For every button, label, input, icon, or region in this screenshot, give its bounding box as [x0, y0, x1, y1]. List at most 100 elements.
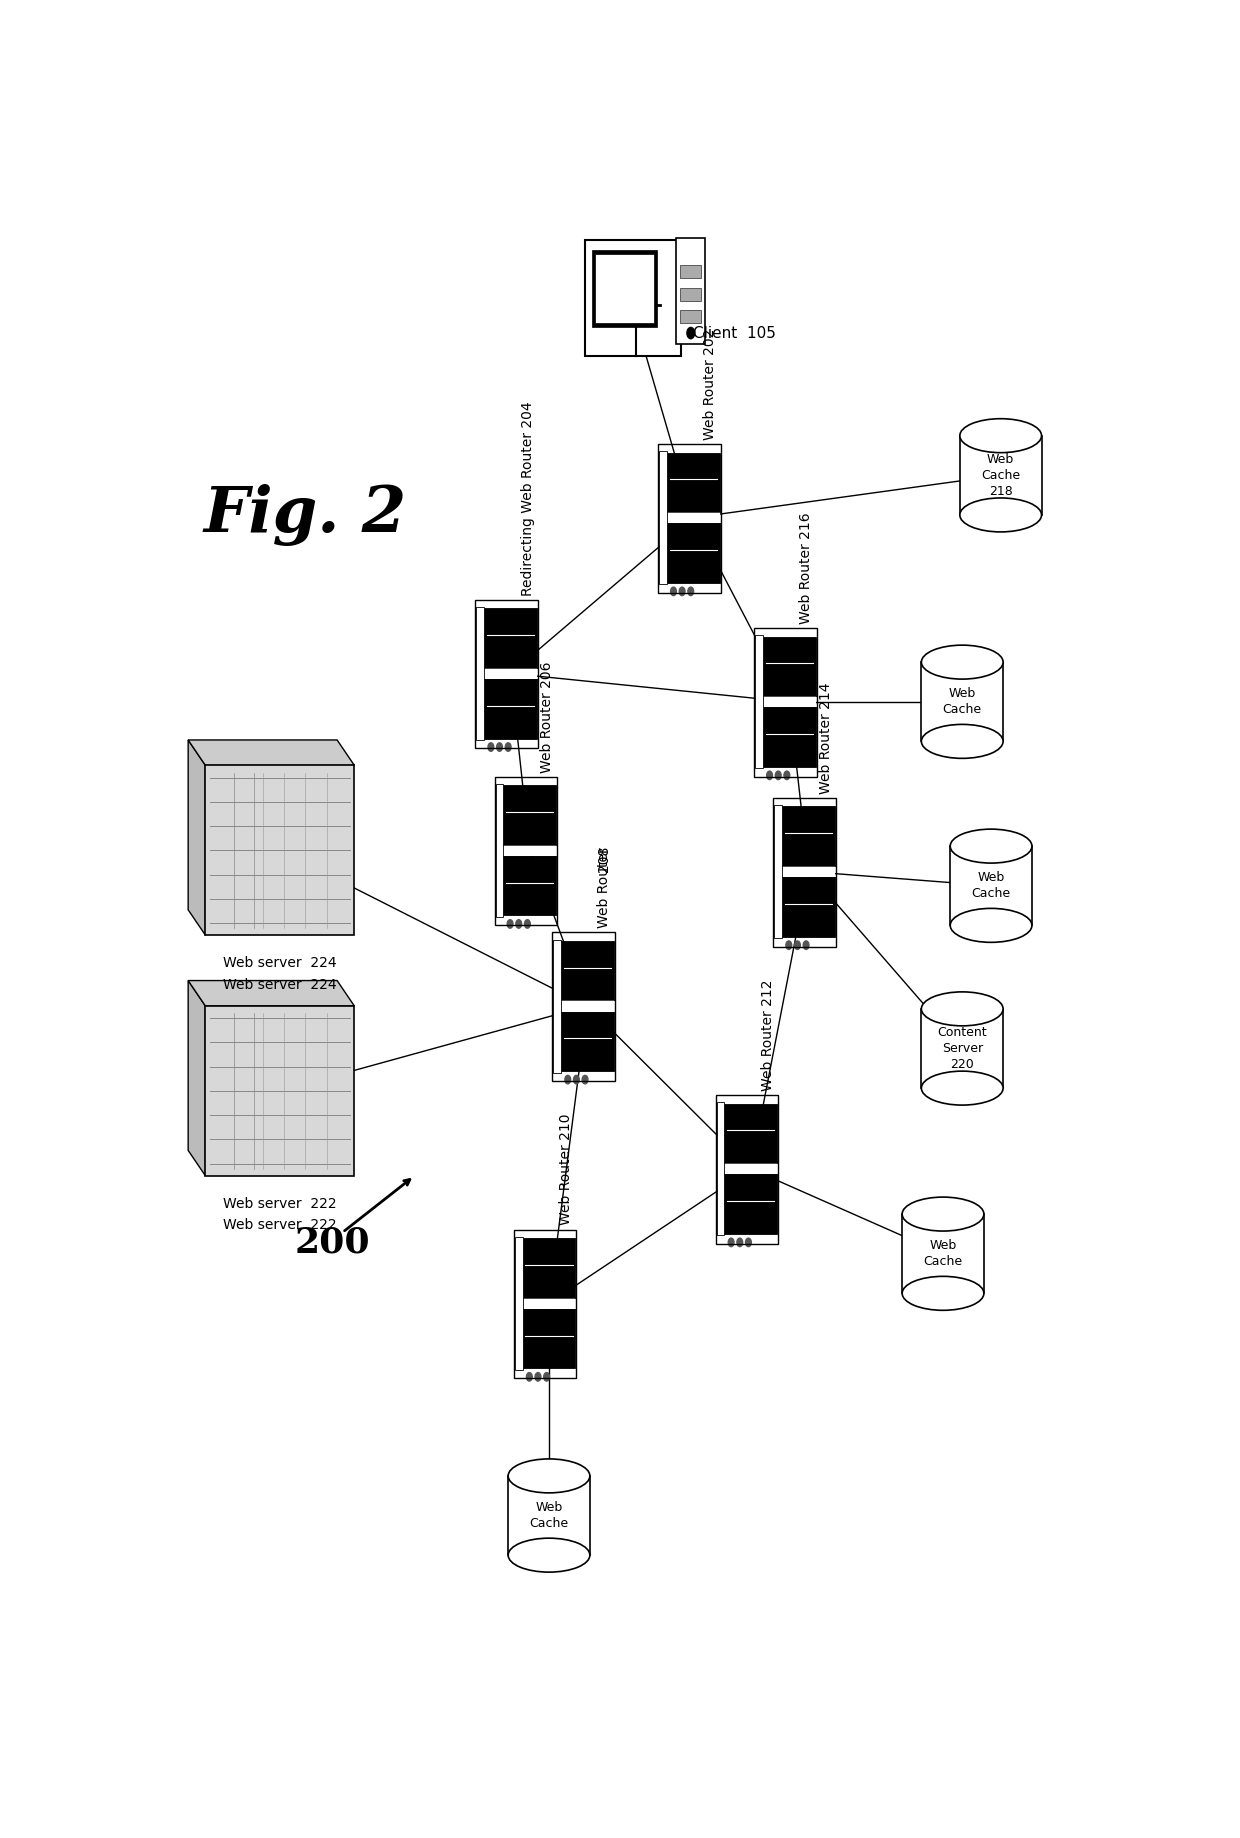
Bar	[513, 1230, 577, 1378]
Bar	[553, 939, 560, 1073]
Text: Web Router: Web Router	[598, 847, 611, 928]
Ellipse shape	[508, 1538, 590, 1571]
Bar	[503, 785, 557, 845]
Circle shape	[804, 941, 808, 950]
Text: Web Router 210: Web Router 210	[559, 1114, 573, 1226]
Bar	[495, 777, 557, 925]
Circle shape	[505, 743, 511, 752]
Circle shape	[574, 1075, 579, 1084]
Bar	[774, 805, 782, 937]
Bar	[724, 1174, 777, 1233]
Circle shape	[795, 941, 800, 950]
Bar	[950, 845, 1032, 925]
Circle shape	[507, 919, 513, 928]
Bar	[206, 1005, 355, 1176]
Text: Content
Server
220: Content Server 220	[937, 1026, 987, 1072]
Bar	[960, 436, 1042, 515]
Bar	[560, 1011, 614, 1072]
Bar	[921, 1009, 1003, 1088]
Circle shape	[565, 1075, 570, 1084]
Circle shape	[671, 586, 676, 596]
Circle shape	[766, 772, 773, 779]
Circle shape	[745, 1239, 751, 1246]
Bar	[715, 1095, 779, 1244]
Bar	[515, 1237, 522, 1369]
Bar	[503, 857, 557, 915]
Bar	[667, 513, 719, 524]
Bar	[522, 1298, 575, 1309]
Circle shape	[786, 941, 791, 950]
Polygon shape	[188, 741, 355, 765]
Bar	[595, 254, 655, 323]
Bar	[658, 445, 720, 594]
Bar	[667, 524, 719, 583]
Bar	[206, 765, 355, 936]
Text: Web
Cache: Web Cache	[529, 1502, 569, 1529]
Circle shape	[527, 1373, 532, 1380]
Circle shape	[737, 1239, 743, 1246]
Ellipse shape	[921, 724, 1003, 759]
Bar	[484, 678, 537, 739]
Bar	[676, 239, 706, 344]
Bar	[782, 877, 835, 937]
Ellipse shape	[950, 829, 1032, 864]
Ellipse shape	[921, 993, 1003, 1026]
Text: Web Router 216: Web Router 216	[800, 513, 813, 623]
Bar	[681, 311, 702, 323]
Bar	[681, 265, 702, 278]
Circle shape	[784, 772, 790, 779]
Text: Web
Cache: Web Cache	[924, 1239, 962, 1268]
Circle shape	[525, 919, 531, 928]
Polygon shape	[188, 980, 206, 1176]
Text: Web Router 202: Web Router 202	[703, 329, 717, 439]
Text: Web Router 206: Web Router 206	[539, 662, 554, 772]
Circle shape	[680, 586, 684, 596]
Bar	[591, 250, 657, 327]
Bar	[585, 241, 681, 357]
Text: Web Router 214: Web Router 214	[818, 682, 832, 794]
Ellipse shape	[903, 1197, 983, 1231]
Circle shape	[775, 772, 781, 779]
Text: 200: 200	[294, 1226, 370, 1259]
Bar	[763, 697, 816, 708]
Bar	[667, 452, 719, 513]
Circle shape	[489, 743, 494, 752]
Ellipse shape	[921, 645, 1003, 678]
Circle shape	[582, 1075, 588, 1084]
Bar	[658, 452, 667, 584]
Text: Web
Cache: Web Cache	[971, 871, 1011, 901]
Text: Web Router 212: Web Router 212	[761, 980, 775, 1092]
Text: Web
Cache
218: Web Cache 218	[981, 452, 1021, 498]
Circle shape	[497, 743, 502, 752]
Bar	[782, 866, 835, 877]
Text: Web
Cache: Web Cache	[942, 687, 982, 717]
Bar	[681, 289, 702, 301]
Circle shape	[728, 1239, 734, 1246]
Bar	[503, 845, 557, 857]
Circle shape	[516, 919, 522, 928]
Bar	[475, 599, 538, 748]
Bar	[903, 1215, 983, 1294]
Bar	[508, 1476, 590, 1555]
Text: Web server  222: Web server 222	[223, 1219, 337, 1231]
Text: Redirecting Web Router 204: Redirecting Web Router 204	[521, 401, 534, 596]
Ellipse shape	[960, 498, 1042, 531]
Bar	[717, 1103, 724, 1235]
Bar	[921, 662, 1003, 741]
Circle shape	[536, 1373, 541, 1380]
Bar	[560, 941, 614, 1000]
Bar	[774, 798, 836, 947]
Bar	[754, 629, 817, 777]
Circle shape	[543, 1373, 549, 1380]
Text: 208: 208	[598, 845, 611, 871]
Ellipse shape	[960, 419, 1042, 452]
Polygon shape	[188, 741, 206, 936]
Bar	[763, 636, 816, 697]
Circle shape	[687, 327, 694, 338]
Bar	[484, 667, 537, 678]
Circle shape	[688, 586, 693, 596]
Text: Client  105: Client 105	[693, 327, 776, 342]
Bar	[724, 1103, 777, 1163]
Bar	[552, 932, 615, 1081]
Bar	[484, 608, 537, 667]
